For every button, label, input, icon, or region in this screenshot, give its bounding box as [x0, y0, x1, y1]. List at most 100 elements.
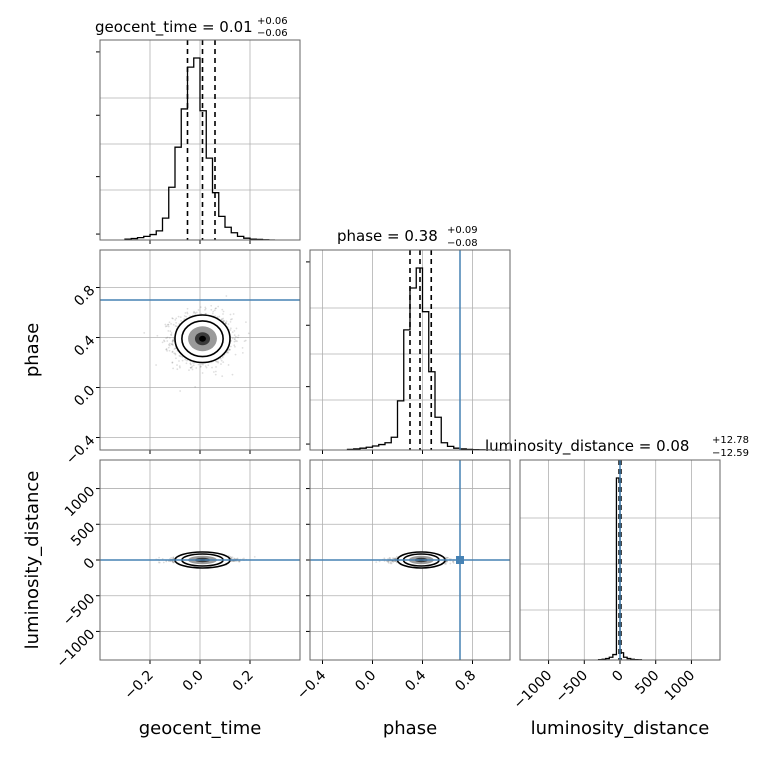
sample-point [184, 312, 187, 314]
xlabel-luminosity-distance: luminosity_distance [531, 718, 710, 739]
sample-point [172, 561, 175, 564]
sample-point [162, 561, 165, 564]
sample-point [185, 315, 188, 318]
y-tick-label: −0.4 [63, 432, 98, 467]
sample-point [222, 310, 225, 313]
sample-point [204, 306, 207, 309]
sample-point [233, 344, 236, 347]
sample-point [191, 368, 194, 371]
sample-point [192, 312, 195, 314]
sample-point [214, 315, 217, 317]
sample-point [445, 556, 448, 559]
sample-point [226, 351, 229, 354]
sample-point [229, 327, 232, 330]
x-tick-label: 0.2 [230, 668, 257, 695]
sample-point [386, 560, 389, 563]
sample-point [229, 329, 232, 331]
title-phase-minus: −0.08 [447, 238, 478, 249]
sample-point [176, 364, 178, 366]
sample-point [210, 304, 213, 307]
sample-point [167, 323, 170, 326]
sample-point [190, 366, 193, 369]
title-phase: phase = 0.38 [337, 227, 438, 245]
sample-point [204, 308, 206, 311]
sample-point [166, 349, 169, 352]
sample-point [171, 343, 174, 346]
sample-point [234, 345, 236, 348]
hist-luminosity_distance-frame [519, 459, 721, 661]
sample-point [184, 358, 187, 361]
y-tick-label: 0.4 [71, 332, 98, 359]
sample-point [171, 339, 174, 342]
sample-point [237, 334, 240, 337]
sample-point [389, 562, 392, 565]
sample-point [236, 557, 239, 560]
sample-point [231, 373, 234, 376]
sample-point [174, 319, 177, 321]
sample-point [387, 560, 390, 563]
sample-point [171, 361, 174, 364]
sample-point [241, 351, 244, 354]
sample-point [172, 323, 175, 326]
sample-point [228, 348, 231, 351]
sample-point [171, 361, 174, 364]
title-geocent-time-plus: +0.06 [257, 16, 288, 27]
sample-point [170, 323, 172, 325]
x-tick-label: 0.0 [352, 668, 379, 695]
sample-point [243, 340, 246, 343]
sample-point [172, 344, 174, 346]
sample-point [183, 318, 186, 320]
sample-point [445, 560, 448, 563]
sample-point [170, 556, 173, 559]
sample-point [231, 337, 234, 340]
sample-point [394, 557, 397, 560]
sample-point [174, 347, 177, 350]
sample-point [194, 311, 196, 314]
sample-point [169, 560, 172, 563]
sample-point [245, 321, 247, 323]
sample-point [158, 561, 161, 564]
title-geocent-time-minus: −0.06 [257, 28, 288, 39]
sample-point [244, 339, 247, 342]
sample-point [393, 560, 396, 563]
sample-point [230, 557, 233, 560]
sample-point [181, 359, 184, 362]
sample-point [253, 555, 256, 558]
sample-point [387, 557, 390, 560]
yticks-phase: −0.40.00.40.8 [63, 283, 98, 468]
sample-point [391, 560, 394, 563]
sample-point [165, 337, 168, 340]
sample-point [171, 340, 174, 343]
sample-point [230, 339, 233, 342]
sample-point [168, 342, 171, 345]
sample-point [452, 562, 455, 564]
panel-phase-histogram [306, 249, 511, 454]
sample-point [232, 313, 235, 315]
sample-point [180, 319, 182, 322]
sample-point [179, 366, 181, 369]
sample-point [207, 364, 210, 367]
sample-point [201, 372, 204, 374]
sample-point [197, 309, 200, 311]
title-luminosity-distance-minus: −12.59 [712, 448, 749, 459]
sample-point [205, 366, 208, 369]
panel-geocent-time-histogram [96, 39, 301, 244]
sample-point [199, 306, 202, 309]
sample-point [194, 385, 197, 388]
sample-point [177, 315, 180, 318]
sample-point [447, 556, 449, 559]
sample-point [176, 325, 178, 328]
sample-point [231, 556, 234, 559]
sample-point [233, 557, 236, 560]
sample-point [166, 336, 169, 339]
sample-point [170, 343, 173, 346]
sample-point [220, 359, 223, 362]
ylabel-phase: phase [22, 323, 43, 377]
sample-point [186, 307, 189, 310]
sample-point [165, 348, 168, 351]
sample-point [175, 321, 178, 324]
sample-point [172, 367, 174, 370]
title-luminosity-distance-plus: +12.78 [712, 435, 749, 446]
sample-point [188, 369, 190, 372]
